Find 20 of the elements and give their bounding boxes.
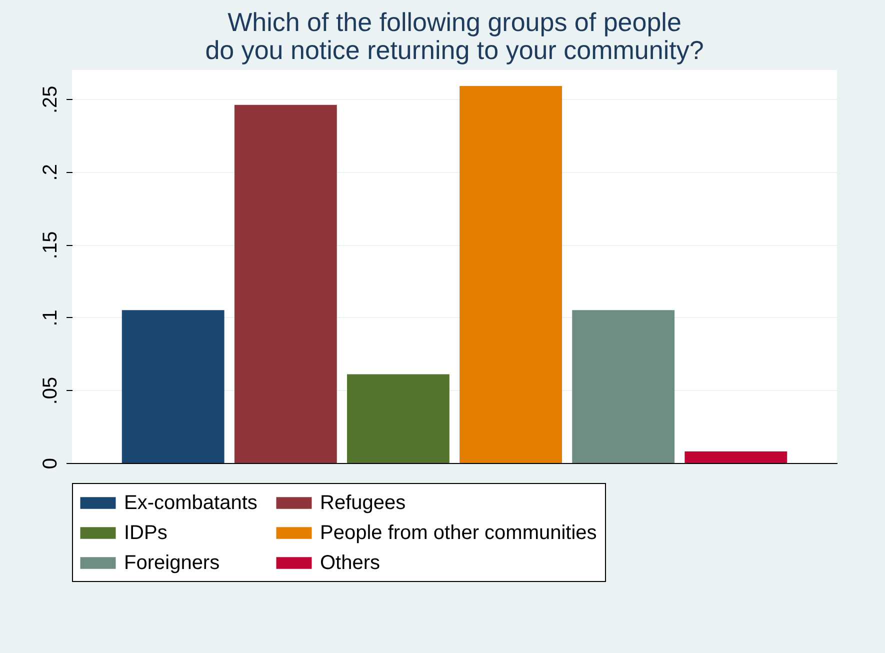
bar (347, 374, 450, 463)
bar (572, 310, 675, 463)
legend-label: IDPs (124, 522, 168, 544)
legend-label: Foreigners (124, 552, 220, 574)
y-tick-label: 0 (40, 458, 62, 470)
bar (122, 310, 224, 463)
bar (460, 86, 562, 463)
legend-label: Others (320, 552, 380, 574)
y-tick-label: .1 (40, 310, 62, 326)
text: do you notice returning to your community? (205, 35, 704, 65)
y-tick-label: .2 (40, 164, 62, 181)
legend-label: Refugees (320, 492, 406, 514)
y-tick-label: .05 (40, 376, 62, 405)
bar (234, 104, 337, 463)
text: Which of the following groups of people (228, 7, 682, 37)
legend-label: People from other communities (320, 522, 597, 544)
bar (684, 451, 788, 463)
y-tick-label: .25 (40, 86, 62, 114)
legend-label: Ex-combatants (124, 492, 258, 514)
y-tick-label: .15 (40, 231, 62, 260)
